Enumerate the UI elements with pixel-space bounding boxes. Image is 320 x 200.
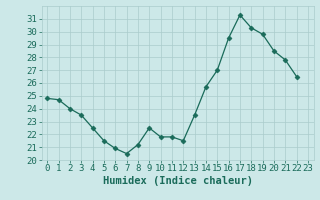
X-axis label: Humidex (Indice chaleur): Humidex (Indice chaleur) [103, 176, 252, 186]
